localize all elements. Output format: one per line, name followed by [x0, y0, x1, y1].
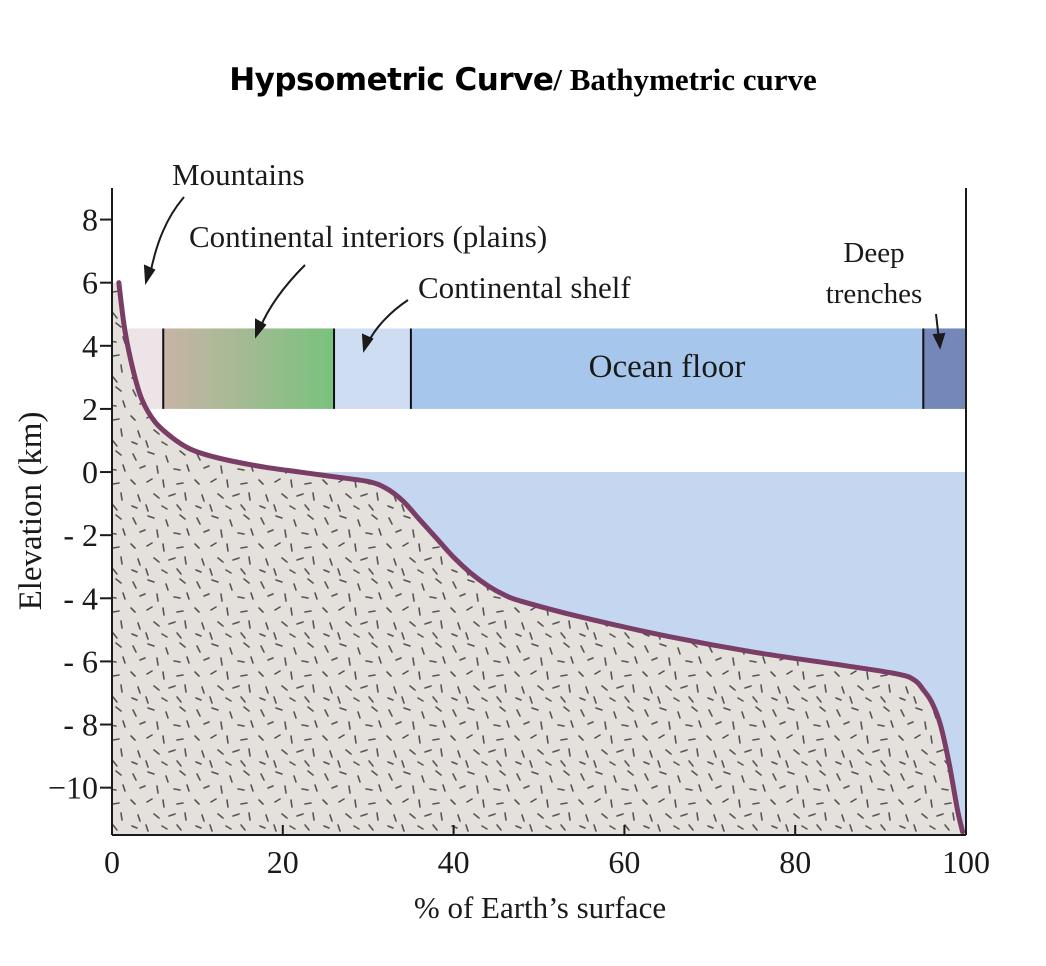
y-axis-ticks: 8 6 4 2 0 - 2 - 4 - 6 - 8 −10: [48, 202, 112, 806]
y-tick-label: 8: [82, 202, 98, 238]
mountains-arrow: [149, 196, 185, 276]
annotation-arrows: [143, 196, 946, 353]
band-continental-interiors: [163, 328, 335, 409]
band-deep-trenches: [923, 328, 966, 409]
x-tick-label: 100: [942, 844, 990, 880]
band-continental-shelf: [334, 328, 411, 409]
band-dividers: [162, 328, 925, 409]
province-bands: [112, 328, 966, 409]
interiors-arrow: [259, 264, 306, 329]
x-axis-label: % of Earth’s surface: [414, 890, 666, 925]
mountains-arrowhead: [143, 264, 156, 286]
y-tick-label: 4: [82, 328, 98, 364]
y-tick-label: - 8: [63, 707, 98, 743]
y-tick-label: - 6: [63, 643, 98, 679]
y-tick-label: 6: [82, 265, 98, 301]
x-tick-label: 40: [438, 844, 470, 880]
x-tick-label: 0: [104, 844, 120, 880]
y-tick-label: - 4: [63, 580, 98, 616]
x-axis-ticks: 0 20 40 60 80 100: [104, 825, 990, 880]
annotation-mountains: Mountains: [172, 157, 305, 192]
trenches-arrowhead: [932, 332, 946, 350]
band-ocean-floor: [410, 328, 924, 409]
annotation-ocean-floor: Ocean floor: [589, 349, 746, 385]
shelf-arrowhead: [361, 333, 374, 353]
x-tick-label: 20: [267, 844, 299, 880]
land-area: [112, 282, 963, 835]
y-tick-label: - 2: [63, 517, 98, 553]
annotation-continental-interiors: Continental interiors (plains): [189, 219, 547, 254]
y-axis-label: Elevation (km): [13, 412, 49, 611]
interiors-arrowhead: [255, 318, 267, 339]
title-separator: /: [553, 62, 562, 97]
annotation-deep-trenches-line2: trenches: [826, 278, 923, 310]
title-hypsometric: Hypsometric Curve: [229, 62, 554, 98]
annotation-continental-shelf: Continental shelf: [418, 270, 631, 305]
annotation-deep-trenches-line1: Deep: [843, 237, 904, 269]
page-title: Hypsometric Curve/ Bathymetric curve: [0, 62, 1046, 98]
x-tick-label: 80: [779, 844, 811, 880]
y-tick-label: −10: [48, 770, 98, 806]
y-tick-label: 0: [82, 454, 98, 490]
x-tick-label: 60: [608, 844, 640, 880]
title-bathymetric: Bathymetric curve: [569, 62, 817, 97]
hypsometric-curve-line: [116, 280, 966, 835]
y-tick-label: 2: [82, 391, 98, 427]
